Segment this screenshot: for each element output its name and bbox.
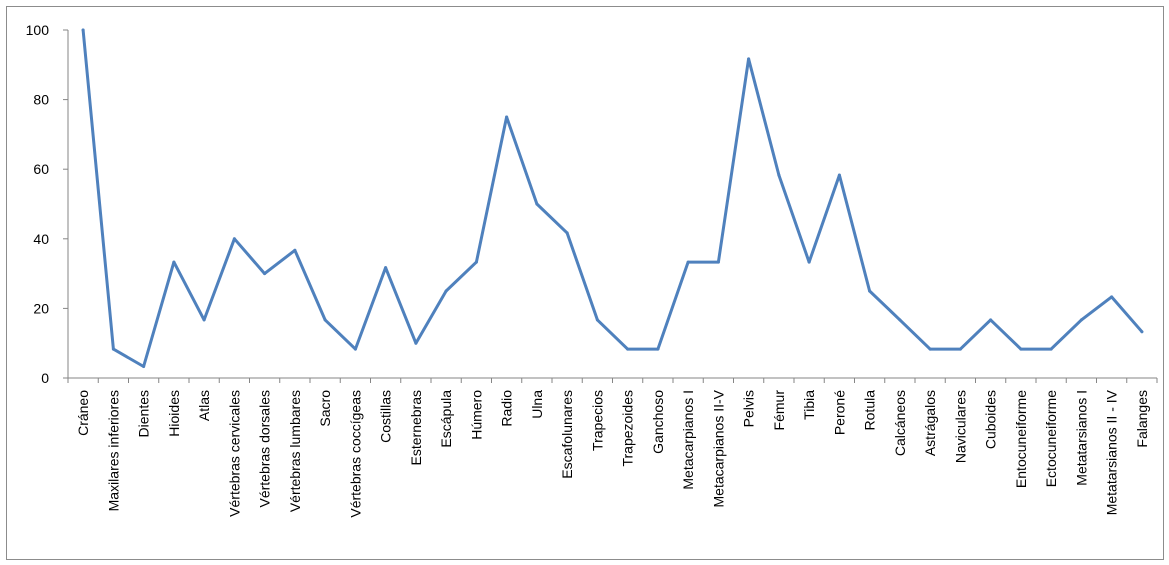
y-tick-label: 60 <box>33 161 49 177</box>
data-point <box>565 231 569 235</box>
line-chart: 0 20 40 60 80 100 Cráneo Maxilares inferiores D… <box>26 22 1158 518</box>
data-point <box>747 57 751 61</box>
data-point <box>535 202 539 206</box>
data-point <box>868 289 872 293</box>
data-point <box>807 260 811 264</box>
data-point <box>414 341 418 345</box>
y-tick-label: 40 <box>33 231 49 247</box>
data-point <box>1140 330 1144 334</box>
x-category-label: Trapecios <box>589 390 605 451</box>
chart-frame: 0 20 40 60 80 100 Cráneo Maxilares inferiores D… <box>6 6 1164 560</box>
data-point <box>263 272 267 276</box>
data-point <box>202 318 206 322</box>
y-tick-label: 0 <box>41 370 49 386</box>
x-category-label: Esternebras <box>408 390 424 465</box>
data-point <box>1049 347 1053 351</box>
x-category-label: Costillas <box>378 390 394 443</box>
x-category-label: Sacro <box>317 390 333 427</box>
y-tick-label: 80 <box>33 92 49 108</box>
x-category-label: Pelvis <box>741 390 757 427</box>
x-category-label: Metacarpianos I <box>680 390 696 490</box>
axes <box>67 30 1158 383</box>
x-category-label: Metatarsianos II - IV <box>1104 389 1120 515</box>
x-category-label: Ectocuneiforme <box>1043 390 1059 487</box>
data-point <box>81 28 85 32</box>
data-point <box>656 347 660 351</box>
x-category-label: Radio <box>499 390 515 427</box>
x-category-label: Rotula <box>862 390 878 431</box>
data-point <box>111 347 115 351</box>
x-category-label: Fémur <box>771 390 787 431</box>
x-category-label: Ulna <box>529 390 545 419</box>
x-category-label: Ganchoso <box>650 390 666 454</box>
data-point <box>172 260 176 264</box>
x-category-label: Calcáneos <box>892 390 908 456</box>
data-point <box>293 248 297 252</box>
y-tick-label: 100 <box>26 22 50 38</box>
x-category-label: Cuboides <box>983 390 999 449</box>
x-category-label: Naviculares <box>952 390 968 463</box>
x-category-label: Vértebras coccígeas <box>347 390 363 518</box>
data-point <box>384 266 388 270</box>
data-point <box>777 173 781 177</box>
x-category-label: Escápula <box>438 390 454 448</box>
series-line <box>81 28 1144 368</box>
data-point <box>1110 295 1114 299</box>
data-point <box>232 237 236 241</box>
x-category-label: Escafolunares <box>559 390 575 479</box>
data-point <box>444 289 448 293</box>
x-category-label: Vértebras dorsales <box>257 390 273 508</box>
x-category-label: Peroné <box>831 390 847 435</box>
data-point <box>686 260 690 264</box>
x-category-label: Metacarpianos II-V <box>710 389 726 507</box>
data-point <box>1079 318 1083 322</box>
x-category-label: Entocuneiforme <box>1013 390 1029 488</box>
y-axis-ticks: 0 20 40 60 80 100 <box>26 22 68 386</box>
x-category-label: Dientes <box>136 390 152 437</box>
data-point <box>837 173 841 177</box>
data-point <box>142 365 146 369</box>
data-point <box>716 260 720 264</box>
x-category-label: Tibia <box>801 390 817 420</box>
x-category-label: Húmero <box>468 390 484 440</box>
data-point <box>595 318 599 322</box>
data-point <box>505 115 509 119</box>
data-point <box>626 347 630 351</box>
x-category-label: Hioides <box>166 390 182 437</box>
x-category-label: Astrágalos <box>922 390 938 456</box>
x-category-label: Vértebras cervicales <box>226 390 242 517</box>
data-point <box>958 347 962 351</box>
x-category-label: Cráneo <box>75 390 91 436</box>
x-category-label: Vértebras lumbares <box>287 390 303 512</box>
series-layer <box>81 28 1144 369</box>
x-axis-labels: Cráneo Maxilares inferiores Dientes Hioides… <box>75 389 1150 517</box>
data-point <box>353 347 357 351</box>
x-category-label: Metatarsianos I <box>1073 390 1089 486</box>
data-point <box>323 318 327 322</box>
data-point <box>989 318 993 322</box>
x-category-label: Trapezoides <box>620 390 636 467</box>
x-category-label: Falanges <box>1134 390 1150 448</box>
data-point <box>1019 347 1023 351</box>
x-category-label: Maxilares inferiores <box>105 390 121 511</box>
data-point <box>474 260 478 264</box>
data-point <box>898 318 902 322</box>
x-category-label: Atlas <box>196 390 212 421</box>
data-point <box>928 347 932 351</box>
y-tick-label: 20 <box>33 300 49 316</box>
